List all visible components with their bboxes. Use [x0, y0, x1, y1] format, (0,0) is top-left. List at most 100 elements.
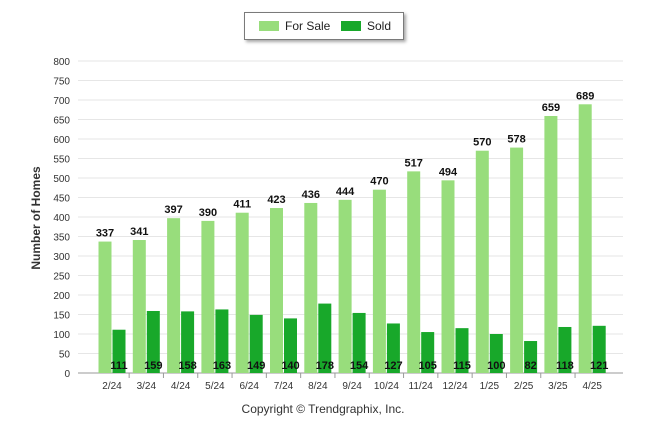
legend-label-for-sale: For Sale — [285, 19, 331, 33]
bar-sold[interactable] — [181, 311, 195, 373]
data-label-sold: 115 — [453, 360, 471, 372]
bar-for-sale[interactable] — [167, 218, 181, 373]
bar-sold[interactable] — [558, 326, 572, 373]
data-label-sold: 127 — [384, 360, 402, 372]
bar-sold[interactable] — [284, 318, 297, 373]
data-label-for-sale: 578 — [507, 134, 525, 146]
y-axis-ticks: 0 50 100 150 200 250 300 350 400 450 500 550 600 650 7… — [53, 57, 70, 380]
y-tick-label: 600 — [53, 135, 70, 146]
bar-sold[interactable] — [352, 312, 366, 373]
legend: For Sale Sold — [244, 12, 404, 40]
bar-sold[interactable] — [592, 325, 606, 373]
x-tick-label: 3/24 — [137, 381, 157, 392]
y-tick-label: 500 — [53, 174, 70, 185]
data-label-sold: 105 — [419, 360, 437, 372]
x-tick-label: 1/25 — [480, 381, 500, 392]
bar-for-sale[interactable] — [338, 199, 352, 373]
bar-for-sale[interactable] — [132, 240, 146, 373]
y-tick-label: 700 — [53, 96, 70, 107]
y-tick-label: 750 — [53, 77, 70, 88]
bar-for-sale[interactable] — [407, 171, 421, 373]
bar-sold[interactable] — [318, 303, 332, 373]
y-axis-label: Number of Homes — [29, 166, 43, 270]
x-axis-ticks: 2/24 3/24 4/24 5/24 6/24 7/24 8/24 9/24 10/24 11/… — [102, 373, 602, 392]
data-label-sold: 178 — [316, 360, 334, 372]
data-label-for-sale: 470 — [370, 176, 388, 188]
bar-for-sale[interactable] — [578, 104, 592, 373]
x-tick-label: 3/25 — [548, 381, 568, 392]
data-label-for-sale: 659 — [542, 102, 560, 114]
bar-sold[interactable] — [112, 329, 126, 373]
bar-sold[interactable] — [524, 341, 538, 373]
data-label-sold: 140 — [281, 360, 299, 372]
bar-for-sale[interactable] — [475, 150, 489, 373]
y-tick-label: 100 — [53, 330, 70, 341]
data-label-for-sale: 397 — [164, 204, 182, 216]
bar-for-sale[interactable] — [544, 115, 558, 374]
legend-swatch-for-sale — [259, 21, 279, 31]
y-tick-label: 400 — [53, 213, 70, 224]
data-label-sold: 163 — [213, 360, 231, 372]
bar-for-sale[interactable] — [372, 189, 386, 373]
y-tick-label: 150 — [53, 311, 70, 322]
bar-sold[interactable] — [215, 309, 229, 373]
bar-for-sale[interactable] — [270, 208, 283, 373]
x-tick-label: 11/24 — [409, 381, 434, 392]
data-label-for-sale: 689 — [576, 90, 594, 102]
data-label-sold: 149 — [247, 360, 265, 372]
bar-sold[interactable] — [249, 314, 263, 373]
y-tick-label: 350 — [53, 233, 70, 244]
copyright-text: Copyright © Trendgraphix, Inc. — [241, 402, 405, 416]
data-label-for-sale: 494 — [439, 166, 458, 178]
x-tick-label: 12/24 — [442, 381, 467, 392]
bar-sold[interactable] — [386, 323, 400, 373]
bar-for-sale[interactable] — [441, 180, 455, 373]
data-label-sold: 118 — [556, 360, 574, 372]
data-label-for-sale: 390 — [199, 207, 217, 219]
bar-for-sale[interactable] — [201, 220, 215, 373]
data-label-sold: 121 — [590, 360, 608, 372]
x-tick-label: 4/25 — [582, 381, 602, 392]
data-label-for-sale: 423 — [267, 194, 285, 206]
data-label-sold: 100 — [487, 360, 505, 372]
data-label-for-sale: 337 — [96, 228, 114, 240]
y-tick-label: 800 — [53, 57, 70, 68]
y-tick-label: 300 — [53, 252, 70, 263]
bar-sold[interactable] — [489, 334, 503, 373]
x-tick-label: 2/24 — [102, 381, 122, 392]
bars: 337 111 341 159 397 158 390 163 411 149 423 140 436 1… — [96, 90, 608, 374]
bar-for-sale[interactable] — [304, 202, 318, 373]
bar-for-sale[interactable] — [510, 147, 524, 373]
legend-item-sold[interactable]: Sold — [341, 19, 391, 33]
x-tick-label: 10/24 — [374, 381, 399, 392]
x-tick-label: 4/24 — [171, 381, 191, 392]
bar-sold[interactable] — [146, 310, 160, 373]
data-label-for-sale: 517 — [405, 157, 423, 169]
legend-swatch-sold — [341, 21, 361, 31]
legend-label-sold: Sold — [367, 19, 392, 33]
x-tick-label: 6/24 — [239, 381, 259, 392]
data-label-for-sale: 341 — [130, 226, 148, 238]
x-tick-label: 2/25 — [514, 381, 534, 392]
bar-for-sale[interactable] — [235, 212, 249, 373]
y-tick-label: 0 — [64, 369, 70, 380]
x-tick-label: 5/24 — [205, 381, 225, 392]
x-tick-label: 8/24 — [308, 381, 328, 392]
y-tick-label: 50 — [59, 350, 71, 361]
data-label-for-sale: 436 — [302, 189, 320, 201]
y-tick-label: 450 — [53, 194, 70, 205]
y-tick-label: 550 — [53, 155, 70, 166]
data-label-sold: 111 — [110, 360, 127, 372]
bar-sold[interactable] — [455, 328, 469, 373]
data-label-for-sale: 570 — [473, 137, 491, 149]
data-label-sold: 158 — [178, 360, 196, 372]
data-label-for-sale: 444 — [336, 186, 355, 198]
bar-for-sale[interactable] — [98, 241, 112, 373]
bar-sold[interactable] — [421, 332, 435, 373]
legend-item-for-sale[interactable]: For Sale — [259, 19, 330, 33]
data-label-for-sale: 411 — [233, 199, 251, 211]
x-tick-label: 9/24 — [342, 381, 362, 392]
y-tick-label: 650 — [53, 116, 70, 127]
data-label-sold: 159 — [144, 360, 162, 372]
